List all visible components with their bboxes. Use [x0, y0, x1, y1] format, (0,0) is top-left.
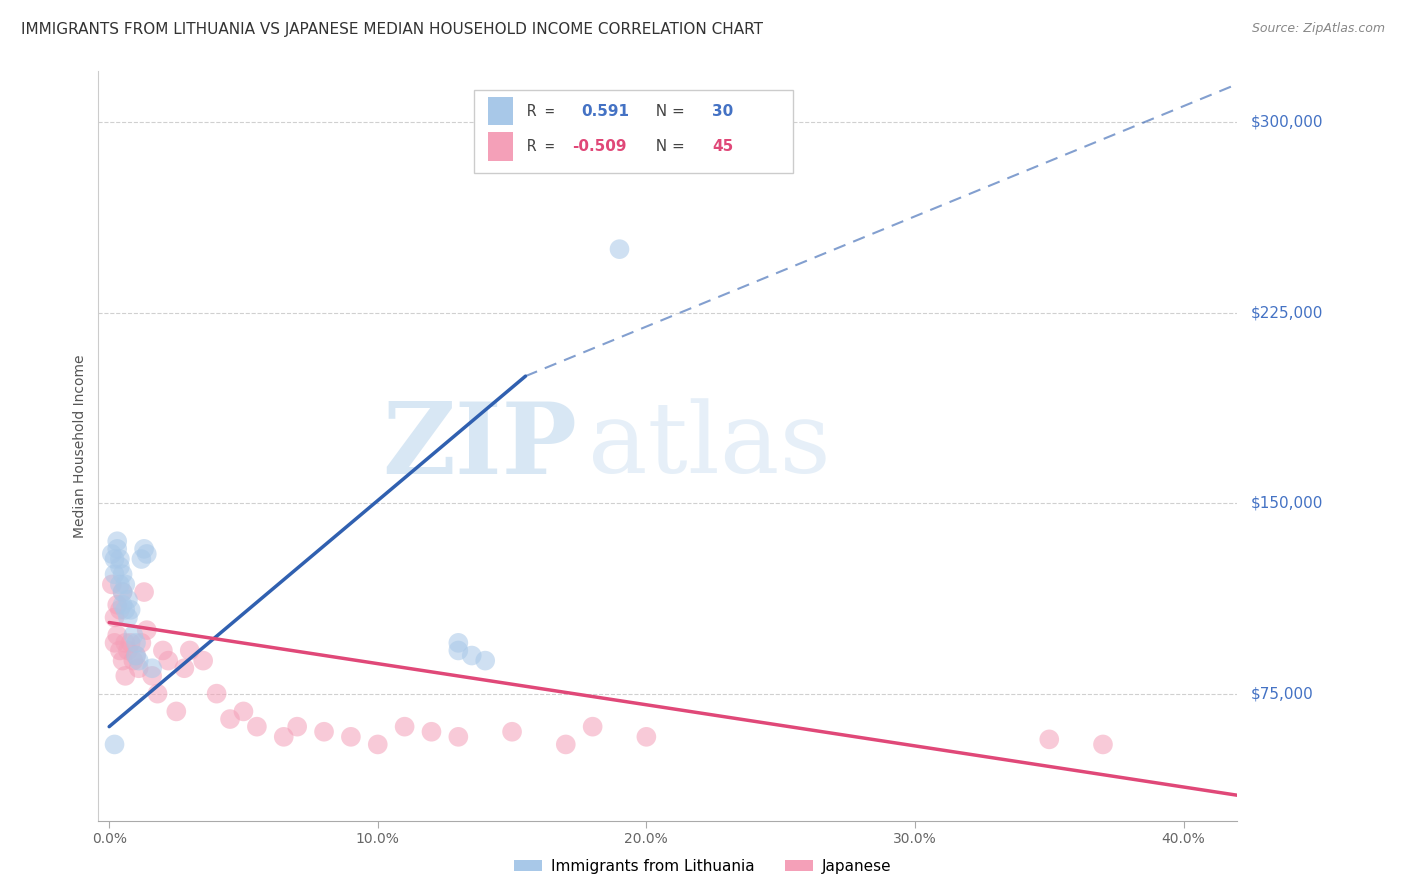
Point — [232, 705, 254, 719]
Point — [1091, 738, 1114, 752]
Point — [636, 730, 658, 744]
Point — [131, 552, 153, 566]
Point — [111, 598, 134, 612]
Point — [111, 585, 134, 599]
Bar — [488, 97, 513, 125]
Point — [165, 705, 187, 719]
Text: Source: ZipAtlas.com: Source: ZipAtlas.com — [1251, 22, 1385, 36]
Point — [114, 577, 136, 591]
Point — [193, 654, 215, 668]
Point — [114, 669, 136, 683]
Point — [141, 661, 163, 675]
Point — [105, 628, 128, 642]
Point — [128, 654, 150, 668]
Text: 30: 30 — [713, 103, 734, 119]
Point — [108, 559, 131, 574]
Point — [501, 724, 523, 739]
Point — [108, 577, 131, 591]
Point — [173, 661, 195, 675]
Text: $75,000: $75,000 — [1251, 686, 1315, 701]
Point — [125, 648, 148, 663]
Point — [132, 541, 155, 556]
Text: R =: R = — [527, 103, 572, 119]
Point — [108, 552, 131, 566]
Point — [179, 643, 201, 657]
Point — [120, 636, 142, 650]
Point — [103, 610, 125, 624]
Y-axis label: Median Household Income: Median Household Income — [73, 354, 87, 538]
Point — [105, 598, 128, 612]
Point — [609, 242, 631, 256]
Point — [114, 636, 136, 650]
Point — [103, 567, 125, 582]
Point — [132, 585, 155, 599]
Bar — [488, 132, 513, 161]
Point — [340, 730, 363, 744]
Point — [108, 603, 131, 617]
Point — [312, 724, 335, 739]
Point — [1038, 732, 1060, 747]
Point — [111, 585, 134, 599]
Point — [125, 648, 148, 663]
Point — [120, 603, 142, 617]
Point — [219, 712, 242, 726]
Text: ZIP: ZIP — [382, 398, 576, 494]
Point — [146, 687, 169, 701]
Point — [447, 643, 470, 657]
Text: $300,000: $300,000 — [1251, 115, 1323, 129]
Point — [108, 643, 131, 657]
Point — [117, 610, 139, 624]
Point — [117, 592, 139, 607]
Text: N =: N = — [647, 139, 690, 153]
Text: N =: N = — [647, 103, 690, 119]
Point — [101, 577, 124, 591]
Point — [394, 720, 416, 734]
Point — [135, 547, 157, 561]
Point — [103, 738, 125, 752]
Point — [447, 636, 470, 650]
Point — [111, 654, 134, 668]
Point — [105, 541, 128, 556]
Point — [582, 720, 605, 734]
Point — [125, 636, 148, 650]
Point — [103, 636, 125, 650]
Text: atlas: atlas — [588, 398, 831, 494]
Text: $150,000: $150,000 — [1251, 496, 1323, 510]
Point — [474, 654, 496, 668]
Point — [447, 730, 470, 744]
Point — [554, 738, 576, 752]
Text: -0.509: -0.509 — [572, 139, 627, 153]
Point — [205, 687, 228, 701]
Point — [122, 654, 145, 668]
Point — [117, 643, 139, 657]
Text: 45: 45 — [713, 139, 734, 153]
Point — [157, 654, 180, 668]
Text: $225,000: $225,000 — [1251, 305, 1323, 320]
Point — [128, 661, 150, 675]
Text: R =: R = — [527, 139, 564, 153]
Point — [122, 628, 145, 642]
Point — [152, 643, 174, 657]
FancyBboxPatch shape — [474, 90, 793, 172]
Point — [101, 547, 124, 561]
Point — [246, 720, 269, 734]
Legend: Immigrants from Lithuania, Japanese: Immigrants from Lithuania, Japanese — [509, 853, 897, 880]
Point — [367, 738, 389, 752]
Point — [420, 724, 443, 739]
Point — [273, 730, 295, 744]
Point — [105, 534, 128, 549]
Point — [461, 648, 484, 663]
Text: IMMIGRANTS FROM LITHUANIA VS JAPANESE MEDIAN HOUSEHOLD INCOME CORRELATION CHART: IMMIGRANTS FROM LITHUANIA VS JAPANESE ME… — [21, 22, 763, 37]
Point — [103, 552, 125, 566]
Point — [285, 720, 308, 734]
Point — [111, 567, 134, 582]
Point — [114, 603, 136, 617]
Point — [131, 636, 153, 650]
Text: 0.591: 0.591 — [581, 103, 630, 119]
Point — [141, 669, 163, 683]
Point — [135, 623, 157, 637]
